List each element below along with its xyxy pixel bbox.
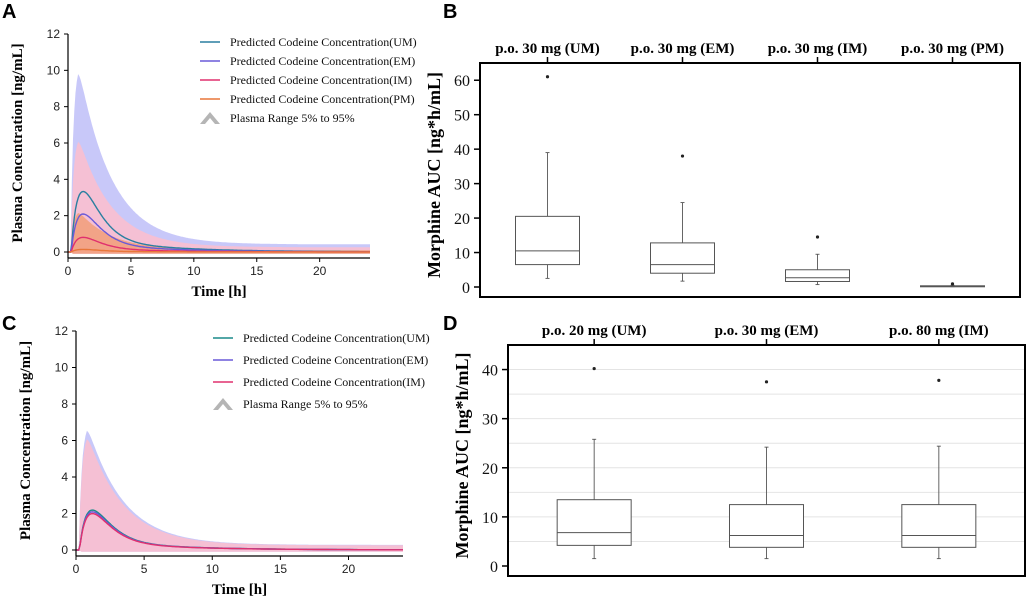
legend-label-1: Predicted Codeine Concentration(EM) — [243, 353, 428, 367]
y-tick-label: 0 — [53, 245, 60, 259]
y-tick-label: 0 — [490, 559, 498, 576]
outlier-point — [680, 154, 685, 158]
y-tick-label: 6 — [61, 434, 68, 448]
y-tick-label: 0 — [462, 280, 470, 297]
x-tick-label: 0 — [65, 264, 72, 278]
y-tick-label: 4 — [61, 470, 68, 484]
x-tick-label: 10 — [206, 562, 220, 576]
box-iqr — [901, 504, 977, 548]
x-tick-label: 10 — [187, 264, 201, 278]
outlier-point — [937, 378, 941, 382]
panel-letter-d: D — [443, 313, 457, 335]
y-tick-label: 30 — [482, 412, 498, 429]
x-axis-label: Time [h] — [212, 582, 267, 598]
outlier-point — [592, 366, 596, 371]
legend-label-range: Plasma Range 5% to 95% — [243, 397, 368, 411]
y-tick-label: 8 — [61, 397, 68, 411]
y-tick-label: 8 — [53, 100, 60, 114]
x-tick-label: 15 — [274, 562, 288, 576]
panel-letter-c: C — [2, 313, 16, 335]
y-axis-label: Plasma Concentration [ng/mL] — [18, 341, 34, 540]
range-icon — [200, 112, 220, 124]
y-tick-label: 20 — [454, 211, 470, 228]
category-label: p.o. 30 mg (PM) — [901, 41, 1004, 57]
y-tick-label: 10 — [55, 361, 69, 375]
y-tick-label: 10 — [47, 63, 61, 77]
x-tick-label: 0 — [73, 562, 80, 576]
legend-label-range: Plasma Range 5% to 95% — [230, 111, 355, 125]
y-tick-label: 4 — [53, 172, 60, 186]
chart-panel-c: 0 2 4 6 8 10 12 0 5 10 15 20 Time [h] Plasma Concentr… — [18, 324, 430, 598]
category-label: p.o. 30 mg (UM) — [495, 41, 600, 57]
series-line-3 — [68, 248, 370, 253]
panel-letter-b: B — [443, 1, 457, 23]
chart-panel-d: 0 10 20 30 40 p.o. 20 mg (UM) p.o. 30 mg (EM) p… — [452, 323, 1026, 577]
category-label: p.o. 30 mg (IM) — [768, 41, 868, 57]
outlier-point — [764, 380, 769, 384]
x-tick-label: 20 — [342, 562, 356, 576]
y-tick-label: 6 — [53, 136, 60, 150]
y-tick-label: 20 — [482, 461, 498, 478]
legend-label-2: Predicted Codeine Concentration(IM) — [243, 375, 425, 389]
y-tick-label: 40 — [482, 363, 498, 380]
x-tick-label: 15 — [250, 264, 264, 278]
y-tick-label: 12 — [47, 27, 61, 41]
y-tick-label: 10 — [482, 510, 498, 527]
y-axis-label: Plasma Concentration [ng/mL] — [10, 43, 26, 242]
x-tick-label: 5 — [141, 562, 148, 576]
chart-panel-b: 0 10 20 30 40 50 60 p.o. 30 mg (UM) p.o. 30 mg (… — [424, 41, 1021, 298]
y-tick-label: 60 — [454, 73, 470, 90]
box-iqr — [650, 242, 715, 274]
plasma-range-band-1 — [76, 439, 403, 552]
x-tick-label: 5 — [128, 264, 135, 278]
y-tick-label: 30 — [454, 177, 470, 194]
chart-panel-a: 0 2 4 6 8 10 12 0 5 10 15 20 Time [h] Plasma Concentr… — [10, 27, 417, 300]
panel-letter-a: A — [2, 1, 16, 23]
y-tick-label: 2 — [61, 507, 68, 521]
x-axis-label: Time [h] — [191, 284, 246, 300]
y-tick-label: 0 — [61, 543, 68, 557]
legend-label-0: Predicted Codeine Concentration(UM) — [243, 331, 430, 345]
outlier-point — [545, 75, 550, 79]
legend-label-3: Predicted Codeine Concentration(PM) — [230, 92, 415, 106]
y-tick-label: 12 — [55, 324, 69, 338]
category-label: p.o. 20 mg (UM) — [542, 323, 647, 339]
box-iqr — [785, 269, 850, 282]
box-iqr — [556, 499, 632, 546]
y-tick-label: 2 — [53, 209, 60, 223]
y-tick-label: 50 — [454, 108, 470, 125]
plot-frame — [479, 62, 1021, 298]
outlier-point — [950, 282, 955, 286]
legend-label-0: Predicted Codeine Concentration(UM) — [230, 35, 417, 49]
category-label: p.o. 80 mg (IM) — [889, 323, 989, 339]
series-line-2 — [76, 512, 403, 551]
y-axis-label: Morphine AUC [ng*h/mL] — [452, 352, 472, 558]
box-iqr — [729, 504, 804, 548]
range-icon — [213, 398, 233, 410]
category-label: p.o. 30 mg (EM) — [715, 323, 819, 339]
category-label: p.o. 30 mg (EM) — [631, 41, 735, 57]
box-iqr — [515, 215, 580, 266]
legend-label-2: Predicted Codeine Concentration(IM) — [230, 73, 412, 87]
y-tick-label: 10 — [454, 246, 470, 263]
y-axis-label: Morphine AUC [ng*h/mL] — [424, 72, 444, 278]
x-tick-label: 20 — [313, 264, 327, 278]
outlier-point — [815, 235, 820, 239]
legend-label-1: Predicted Codeine Concentration(EM) — [230, 54, 415, 68]
y-tick-label: 40 — [454, 142, 470, 159]
